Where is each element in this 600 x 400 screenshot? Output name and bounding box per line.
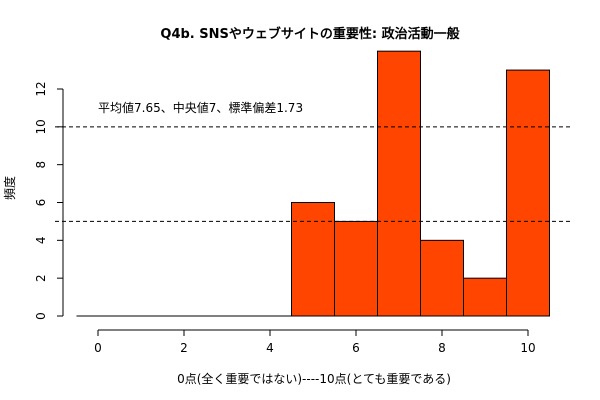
- x-axis-label: 0点(全く重要ではない)----10点(とても重要である): [177, 371, 451, 386]
- reference-lines-group: [55, 126, 570, 222]
- y-axis-label: 頻度: [2, 176, 17, 200]
- y-axis: 0 2 4 6 8 10 12: [34, 81, 64, 320]
- bars-group: [76, 50, 550, 317]
- y-tick-label-12: 12: [34, 81, 48, 96]
- x-tick-label-0: 0: [94, 341, 102, 355]
- annotation-stats: 平均値7.65、中央値7、標準偏差1.73: [98, 100, 303, 115]
- y-tick-label-4: 4: [34, 237, 48, 245]
- y-tick-label-6: 6: [34, 199, 48, 207]
- y-tick-label-10: 10: [34, 119, 48, 134]
- bar-10: [506, 69, 550, 317]
- bar-7: [377, 50, 421, 317]
- bar-9: [463, 277, 507, 317]
- y-tick-label-8: 8: [34, 161, 48, 169]
- x-tick-label-10: 10: [520, 341, 535, 355]
- bar-6: [334, 220, 378, 317]
- bar-8: [420, 239, 464, 317]
- y-tick-label-2: 2: [34, 274, 48, 282]
- x-tick-label-8: 8: [438, 341, 446, 355]
- x-axis: 0 2 4 6 8 10: [94, 329, 536, 355]
- bar-5: [291, 202, 335, 317]
- x-tick-label-4: 4: [266, 341, 274, 355]
- y-tick-label-0: 0: [34, 312, 48, 320]
- x-tick-label-6: 6: [352, 341, 360, 355]
- chart-title: Q4b. SNSやウェブサイトの重要性: 政治活動一般: [160, 26, 459, 42]
- x-tick-label-2: 2: [180, 341, 188, 355]
